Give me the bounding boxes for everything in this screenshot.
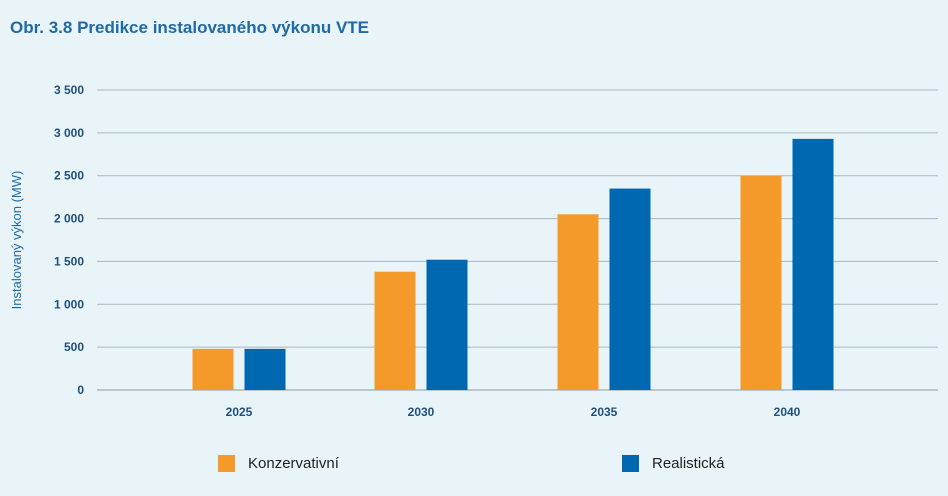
x-tick-label: 2035 (591, 405, 618, 419)
x-tick-label: 2025 (226, 405, 253, 419)
legend: Konzervativní Realistická (218, 455, 725, 472)
bar-realisticka-2035 (609, 188, 651, 390)
y-tick-label: 3 500 (54, 83, 84, 97)
y-axis-label: Instalovaný výkon (MW) (9, 171, 24, 310)
chart-title: Obr. 3.8 Predikce instalovaného výkonu V… (10, 18, 370, 37)
bar-realisticka-2040 (792, 138, 834, 390)
bar-realisticka-2030 (426, 259, 468, 390)
legend-label: Konzervativní (248, 455, 340, 472)
x-tick-labels: 2025 2030 2035 2040 (226, 405, 801, 419)
bar-konzervativni-2040 (740, 175, 782, 390)
bar-konzervativni-2025 (192, 348, 234, 390)
y-tick-labels: 0 500 1 000 1 500 2 000 2 500 3 000 3 500 (54, 83, 84, 397)
x-tick-label: 2040 (774, 405, 801, 419)
y-tick-label: 3 000 (54, 126, 84, 140)
y-tick-label: 0 (77, 383, 84, 397)
legend-swatch (218, 455, 235, 472)
bar-konzervativni-2035 (557, 214, 599, 390)
bar-konzervativni-2030 (374, 271, 416, 390)
bar-realisticka-2025 (244, 348, 286, 390)
legend-label: Realistická (652, 455, 725, 472)
y-tick-label: 500 (64, 340, 84, 354)
y-tick-label: 2 500 (54, 169, 84, 183)
y-tick-label: 1 500 (54, 254, 84, 268)
bars (192, 138, 834, 390)
y-tick-label: 1 000 (54, 297, 84, 311)
y-tick-label: 2 000 (54, 212, 84, 226)
legend-swatch (622, 455, 639, 472)
x-tick-label: 2030 (408, 405, 435, 419)
